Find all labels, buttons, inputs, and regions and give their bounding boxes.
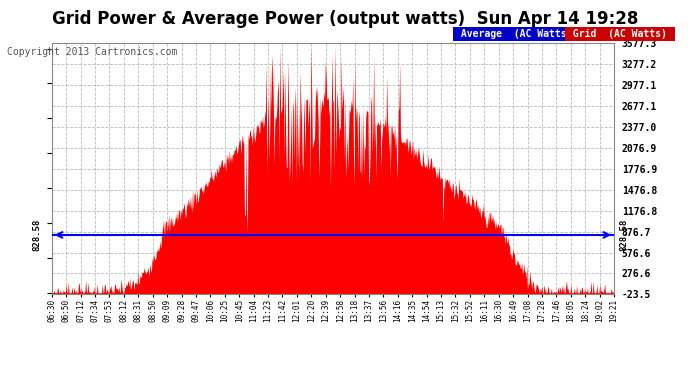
Text: Average  (AC Watts): Average (AC Watts) (455, 29, 579, 39)
Text: 828.58: 828.58 (32, 219, 41, 251)
Text: Grid  (AC Watts): Grid (AC Watts) (567, 29, 673, 39)
Text: Copyright 2013 Cartronics.com: Copyright 2013 Cartronics.com (7, 47, 177, 57)
Text: Grid Power & Average Power (output watts)  Sun Apr 14 19:28: Grid Power & Average Power (output watts… (52, 10, 638, 28)
Text: 828.58: 828.58 (620, 219, 629, 251)
